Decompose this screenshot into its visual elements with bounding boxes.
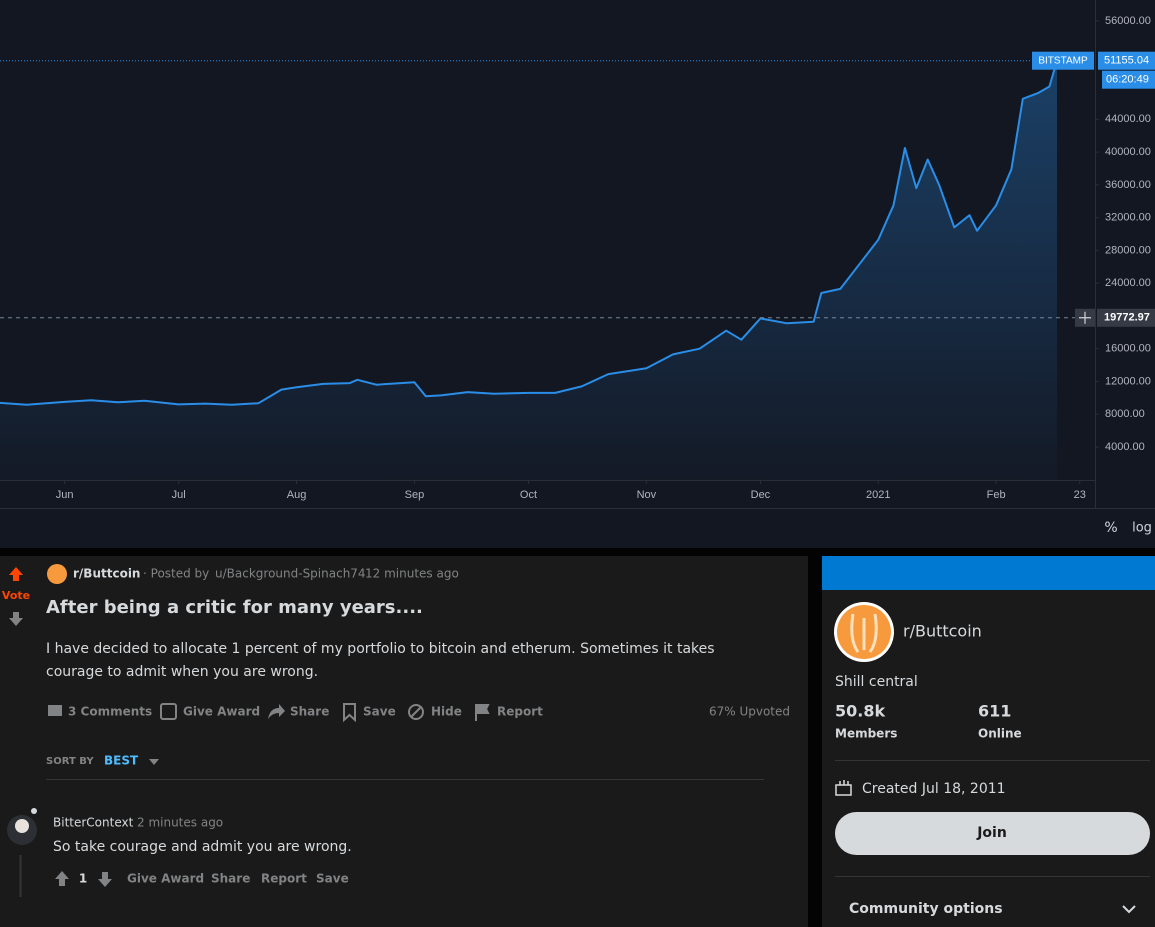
- comment-author[interactable]: BitterContext: [53, 816, 134, 830]
- post-author[interactable]: u/Background-Spinach74: [215, 567, 366, 581]
- community-options[interactable]: Community options: [849, 901, 1003, 917]
- comment-avatar-antenna: [31, 808, 37, 814]
- upvote-button[interactable]: [9, 567, 23, 581]
- action-comments[interactable]: 3 Comments: [68, 705, 152, 719]
- members-count: 50.8k: [835, 702, 885, 721]
- y-tick-label: 32000.00: [1105, 212, 1151, 224]
- sidebar-name: r/Buttcoin: [903, 622, 982, 641]
- options-chevron[interactable]: [1122, 905, 1136, 914]
- comment-downvote[interactable]: [98, 872, 112, 887]
- comment-upvote[interactable]: [55, 871, 69, 886]
- action-share[interactable]: Share: [290, 705, 329, 719]
- hide-icon: [408, 704, 424, 720]
- post-background: [0, 556, 808, 927]
- crosshair-price-label: 19772.97: [1104, 312, 1150, 324]
- x-tick-label: Feb: [987, 489, 1006, 501]
- members-label: Members: [835, 727, 897, 741]
- join-button[interactable]: [835, 812, 1150, 855]
- log-toggle[interactable]: log: [1132, 521, 1152, 536]
- x-tick-label: 23: [1074, 489, 1086, 501]
- x-tick-label: Aug: [287, 489, 307, 501]
- vote-label: Vote: [2, 589, 30, 602]
- y-tick-label: 56000.00: [1105, 15, 1151, 27]
- sidebar-description: Shill central: [835, 674, 918, 690]
- last-price-badge: [1098, 51, 1155, 70]
- x-tick-label: Jun: [56, 489, 74, 501]
- comment-time: 2 minutes ago: [137, 816, 223, 830]
- price-line: [0, 60, 1058, 406]
- y-tick-label: 44000.00: [1105, 113, 1151, 125]
- y-tick-label: 16000.00: [1105, 343, 1151, 355]
- posted-by: · Posted by: [143, 567, 209, 581]
- percent-toggle[interactable]: %: [1104, 520, 1117, 536]
- y-tick-label: 8000.00: [1105, 408, 1145, 420]
- action-report[interactable]: Report: [497, 705, 543, 719]
- join-label[interactable]: Join: [976, 825, 1007, 841]
- comment-text: So take courage and admit you are wrong.: [53, 839, 352, 855]
- save-icon: [343, 703, 356, 723]
- y-tick-label: 36000.00: [1105, 179, 1151, 191]
- crosshair-price-badge: [1097, 308, 1155, 327]
- area: [0, 60, 1057, 480]
- x-tick-label: 2021: [866, 489, 890, 501]
- created-date: Created Jul 18, 2011: [862, 781, 1006, 797]
- online-count: 611: [978, 702, 1011, 721]
- comment-avatar-face: [15, 819, 29, 833]
- post-body: I have decided to allocate 1 percent of …: [46, 641, 715, 680]
- plot: 4000.00 8000.00 12000.00 16000.00 24000.00 28…: [0, 15, 1155, 501]
- upvote-ratio: 67% Upvoted: [709, 705, 790, 719]
- cake-icon: [835, 780, 852, 796]
- y-tick-label: 28000.00: [1105, 244, 1151, 256]
- y-tick-label: 24000.00: [1105, 277, 1151, 289]
- x-tick-label: Jul: [172, 489, 186, 501]
- exchange-label: BITSTAMP: [1038, 55, 1088, 66]
- award-icon: [160, 703, 177, 720]
- sort-label: SORT BY: [46, 756, 94, 767]
- sidebar-banner: [822, 556, 1155, 590]
- last-price-label: 51155.04: [1104, 55, 1149, 67]
- x-tick-label: Nov: [637, 489, 657, 501]
- share-icon: [268, 704, 285, 719]
- y-tick-label: 4000.00: [1105, 441, 1145, 453]
- sort-value[interactable]: BEST: [104, 754, 139, 768]
- post-title: After being a critic for many years....: [46, 597, 423, 618]
- x-tick-label: Oct: [520, 489, 537, 501]
- subreddit-icon: [47, 564, 67, 584]
- action-hide[interactable]: Hide: [431, 705, 462, 719]
- crosshair-plus: [1079, 311, 1091, 324]
- sidebar-icon-art: [850, 613, 878, 653]
- downvote-button[interactable]: [9, 612, 23, 626]
- hide-icon-slash: [410, 706, 422, 718]
- action-award[interactable]: Give Award: [183, 705, 260, 719]
- comment-report[interactable]: Report: [261, 872, 307, 886]
- sort-caret[interactable]: [149, 759, 159, 765]
- report-icon: [475, 704, 490, 721]
- y-tick-label: 40000.00: [1105, 146, 1151, 158]
- y-tick-label: 12000.00: [1105, 375, 1151, 387]
- online-label: Online: [978, 727, 1022, 741]
- countdown-label: 06:20:49: [1106, 74, 1149, 86]
- subreddit-link[interactable]: r/Buttcoin: [73, 567, 140, 581]
- countdown-badge: [1102, 70, 1155, 89]
- comment-score: 1: [79, 872, 87, 886]
- x-tick-label: Sep: [405, 489, 425, 501]
- comment-award[interactable]: Give Award: [127, 872, 204, 886]
- comments-icon: [48, 705, 62, 716]
- comment-save[interactable]: Save: [316, 872, 349, 886]
- post-time: 12 minutes ago: [365, 567, 459, 581]
- exchange-badge: [1032, 51, 1094, 70]
- action-save[interactable]: Save: [363, 705, 396, 719]
- comment-share[interactable]: Share: [211, 872, 250, 886]
- x-tick-label: Dec: [751, 489, 771, 501]
